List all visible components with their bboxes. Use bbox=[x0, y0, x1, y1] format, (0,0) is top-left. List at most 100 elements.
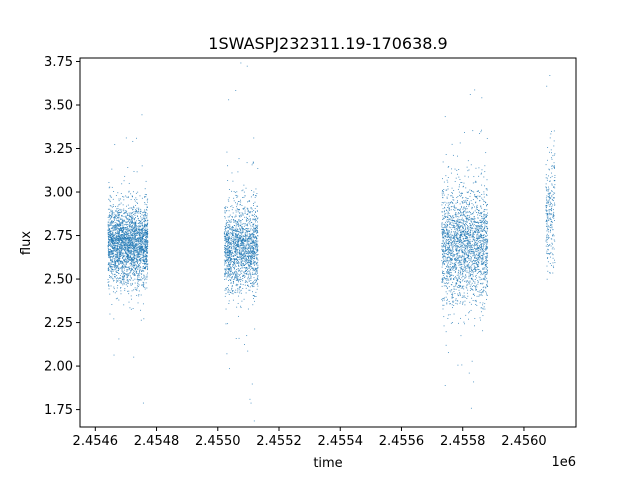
data-point bbox=[243, 253, 245, 255]
data-point bbox=[255, 195, 257, 197]
data-point bbox=[453, 209, 455, 211]
data-point bbox=[224, 261, 226, 263]
data-point bbox=[248, 257, 250, 259]
data-point bbox=[257, 224, 259, 226]
data-point bbox=[229, 269, 231, 271]
data-point bbox=[121, 183, 123, 185]
data-point bbox=[474, 269, 476, 271]
data-point bbox=[254, 242, 256, 244]
data-point bbox=[107, 254, 109, 255]
data-point bbox=[141, 231, 143, 232]
data-point bbox=[449, 276, 450, 278]
data-point bbox=[235, 247, 237, 249]
data-point bbox=[475, 304, 477, 305]
data-point bbox=[459, 293, 461, 295]
data-point bbox=[256, 249, 258, 251]
data-point bbox=[133, 222, 135, 224]
data-point bbox=[449, 222, 451, 224]
data-point bbox=[247, 268, 248, 270]
data-point bbox=[226, 233, 227, 235]
data-point bbox=[141, 243, 143, 245]
data-point bbox=[234, 235, 236, 237]
data-point bbox=[442, 304, 444, 306]
data-point bbox=[120, 235, 122, 237]
data-point bbox=[133, 232, 135, 234]
data-point bbox=[135, 217, 136, 218]
data-point bbox=[139, 246, 141, 248]
data-point bbox=[228, 248, 230, 250]
data-point bbox=[446, 228, 447, 230]
data-point bbox=[442, 178, 443, 180]
data-point bbox=[126, 221, 128, 223]
data-point bbox=[107, 245, 109, 246]
data-point bbox=[143, 248, 145, 250]
data-point bbox=[143, 224, 145, 226]
data-point bbox=[228, 263, 230, 265]
data-point bbox=[227, 268, 229, 269]
data-point bbox=[132, 240, 133, 242]
data-point bbox=[113, 224, 115, 226]
data-point bbox=[239, 286, 241, 287]
data-point bbox=[457, 237, 459, 239]
data-point bbox=[119, 222, 121, 224]
data-point bbox=[116, 216, 118, 217]
data-point bbox=[230, 270, 232, 272]
data-point bbox=[109, 257, 111, 259]
data-point bbox=[227, 260, 229, 262]
data-point bbox=[243, 267, 245, 268]
data-point bbox=[123, 240, 125, 242]
data-point bbox=[112, 268, 113, 270]
data-point bbox=[136, 257, 138, 259]
data-point bbox=[128, 238, 130, 240]
data-point bbox=[140, 213, 141, 214]
data-point bbox=[133, 211, 135, 213]
data-point bbox=[470, 284, 472, 286]
data-point bbox=[481, 221, 483, 223]
data-point bbox=[109, 208, 111, 210]
data-point bbox=[121, 245, 123, 247]
data-point bbox=[117, 227, 119, 229]
data-point bbox=[242, 232, 243, 234]
data-point bbox=[111, 168, 113, 170]
data-point bbox=[225, 228, 226, 230]
data-point bbox=[239, 220, 241, 222]
data-point bbox=[250, 225, 252, 227]
data-point bbox=[139, 224, 141, 226]
data-point bbox=[109, 270, 111, 272]
data-point bbox=[130, 267, 132, 269]
data-point bbox=[130, 271, 132, 273]
data-point bbox=[244, 209, 246, 211]
data-point bbox=[146, 208, 147, 210]
data-point bbox=[231, 285, 233, 286]
data-point bbox=[146, 274, 148, 276]
data-point bbox=[253, 224, 254, 226]
data-point bbox=[458, 238, 460, 240]
data-point bbox=[233, 241, 235, 243]
data-point bbox=[471, 247, 473, 249]
data-point bbox=[120, 202, 122, 204]
data-point bbox=[109, 205, 111, 207]
data-point bbox=[446, 235, 448, 237]
data-point bbox=[245, 263, 247, 264]
data-point bbox=[240, 252, 242, 253]
data-point bbox=[246, 259, 248, 260]
data-point bbox=[467, 233, 468, 235]
data-point bbox=[130, 256, 132, 258]
data-point bbox=[225, 251, 226, 253]
data-point bbox=[229, 227, 231, 229]
data-point bbox=[140, 240, 142, 242]
data-point bbox=[234, 245, 236, 247]
data-point bbox=[235, 239, 237, 241]
data-point bbox=[245, 272, 247, 274]
data-point bbox=[117, 208, 119, 210]
data-point bbox=[139, 245, 141, 247]
data-point bbox=[239, 212, 240, 214]
data-point bbox=[227, 226, 228, 228]
data-point bbox=[241, 253, 243, 255]
data-point bbox=[125, 216, 127, 218]
data-point bbox=[122, 221, 124, 223]
data-point bbox=[142, 234, 144, 236]
data-point bbox=[486, 253, 488, 255]
data-point bbox=[474, 242, 476, 243]
data-point bbox=[255, 252, 257, 254]
